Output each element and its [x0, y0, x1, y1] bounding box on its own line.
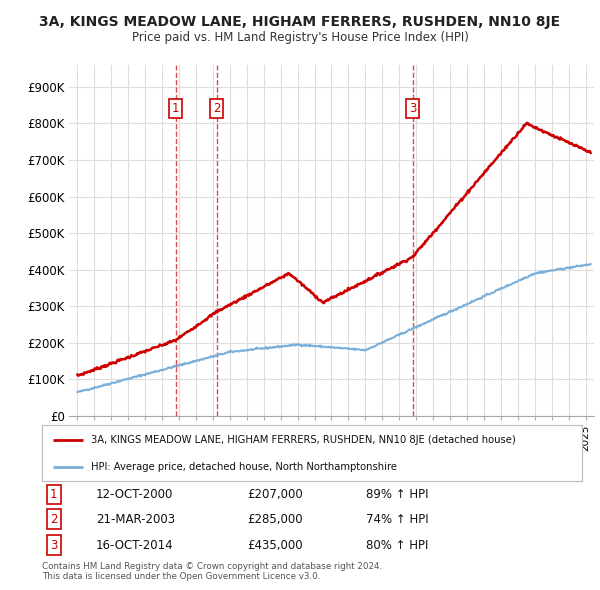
Text: 21-MAR-2003: 21-MAR-2003: [96, 513, 175, 526]
Text: HPI: Average price, detached house, North Northamptonshire: HPI: Average price, detached house, Nort…: [91, 462, 397, 472]
Text: 2: 2: [213, 102, 220, 115]
Text: £285,000: £285,000: [247, 513, 303, 526]
Text: 3A, KINGS MEADOW LANE, HIGHAM FERRERS, RUSHDEN, NN10 8JE: 3A, KINGS MEADOW LANE, HIGHAM FERRERS, R…: [40, 15, 560, 29]
Text: £207,000: £207,000: [247, 488, 303, 501]
Text: 89% ↑ HPI: 89% ↑ HPI: [366, 488, 428, 501]
Text: 16-OCT-2014: 16-OCT-2014: [96, 539, 173, 552]
Text: 3A, KINGS MEADOW LANE, HIGHAM FERRERS, RUSHDEN, NN10 8JE (detached house): 3A, KINGS MEADOW LANE, HIGHAM FERRERS, R…: [91, 435, 515, 445]
Text: 74% ↑ HPI: 74% ↑ HPI: [366, 513, 428, 526]
Text: 1: 1: [50, 488, 58, 501]
Text: 3: 3: [50, 539, 58, 552]
Text: £435,000: £435,000: [247, 539, 303, 552]
Text: 2: 2: [50, 513, 58, 526]
Text: 1: 1: [172, 102, 179, 115]
Text: 80% ↑ HPI: 80% ↑ HPI: [366, 539, 428, 552]
Text: 3: 3: [409, 102, 416, 115]
Text: Contains HM Land Registry data © Crown copyright and database right 2024.
This d: Contains HM Land Registry data © Crown c…: [42, 562, 382, 581]
Text: 12-OCT-2000: 12-OCT-2000: [96, 488, 173, 501]
Text: Price paid vs. HM Land Registry's House Price Index (HPI): Price paid vs. HM Land Registry's House …: [131, 31, 469, 44]
